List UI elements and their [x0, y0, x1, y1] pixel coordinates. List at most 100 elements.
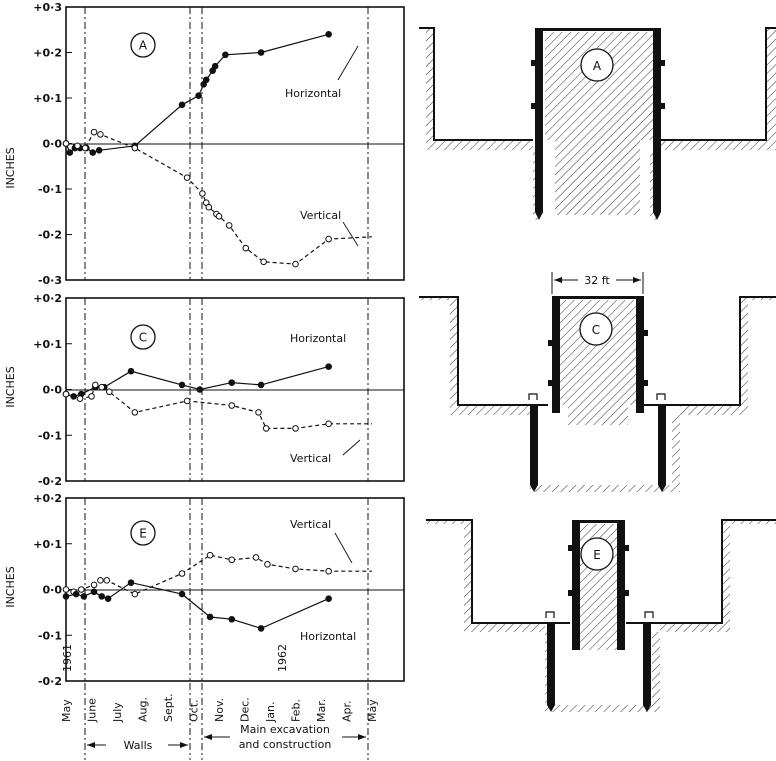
panel-e-horizontal-label: Horizontal [300, 630, 356, 643]
month-label: Nov. [213, 698, 226, 722]
month-label: Sept. [162, 693, 175, 722]
data-point [104, 595, 112, 602]
series-line-vertical [65, 131, 373, 265]
section-a-label: A [593, 59, 602, 73]
data-point [92, 381, 99, 389]
data-point [127, 367, 135, 375]
panel-e-vertical-label: Vertical [290, 518, 331, 531]
month-label: May [60, 699, 73, 722]
month-label: Jan. [264, 702, 277, 723]
data-point [292, 565, 299, 573]
data-point [178, 381, 186, 389]
ytick-label: -0·1 [38, 183, 62, 196]
data-point [196, 386, 204, 393]
data-point [90, 588, 98, 596]
series-line-horizontal [65, 366, 329, 398]
ytick-label: +0·2 [33, 492, 62, 505]
data-point [72, 590, 80, 598]
data-point [80, 593, 88, 600]
data-point [97, 577, 104, 584]
data-point [252, 554, 260, 561]
panel-c-dividers [84, 298, 369, 481]
panel-c-ylabel: INCHES [4, 366, 17, 407]
panel-a-series [62, 31, 373, 268]
panel-c-vertical-leader [342, 439, 361, 456]
data-point [183, 397, 191, 405]
panel-c: +0·2+0·10·0-0·1-0·2 INCHES C Horizontal … [4, 292, 405, 488]
ytick-label: +0·3 [33, 1, 62, 14]
data-point [131, 590, 139, 598]
phase-main-excavation: Main excavation and construction [201, 683, 369, 760]
panel-c-marker-label: C [139, 331, 147, 345]
month-label: Oct. [188, 699, 201, 722]
data-point [257, 381, 265, 389]
section-c-diagram: C 32 ft [419, 272, 776, 492]
panel-a-vertical-leader [342, 221, 359, 247]
panel-e-marker-label: E [139, 527, 147, 541]
ytick-label: 0·0 [43, 584, 63, 597]
panel-c-vertical-label: Vertical [290, 452, 331, 465]
phase-main-excavation-label: Main excavation and construction [239, 723, 332, 751]
month-label: Mar. [315, 699, 328, 722]
data-point [215, 213, 223, 220]
data-point [89, 149, 97, 156]
data-point [257, 49, 265, 56]
panel-a-dividers [84, 7, 369, 280]
ytick-label: -0·1 [38, 629, 62, 642]
data-point [131, 144, 139, 152]
data-point [225, 222, 233, 229]
section-e-label: E [593, 548, 601, 562]
data-point [292, 425, 299, 432]
year-label-1961: 1961 [61, 644, 74, 672]
panel-a-vertical-label: Vertical [300, 209, 341, 222]
panel-c-marker-circle [130, 324, 156, 350]
panel-a: +0·3 +0·2 +0·1 0·0 -0·1 -0·2 -0·3 INCHES A Hor… [4, 1, 405, 287]
ytick-label: -0·2 [38, 229, 62, 242]
series-line-vertical [65, 554, 372, 595]
data-point [211, 62, 219, 70]
data-point [98, 383, 105, 391]
data-point [257, 625, 265, 632]
data-point [228, 556, 236, 564]
data-point [90, 581, 98, 589]
data-point [262, 425, 270, 432]
panel-a-horizontal-leader [337, 45, 359, 81]
year-label-1962: 1962 [276, 644, 289, 672]
data-point [76, 395, 84, 402]
ytick-label: -0·1 [38, 429, 62, 442]
ytick-label: -0·3 [38, 274, 62, 287]
data-point [106, 388, 113, 396]
data-point [178, 590, 186, 598]
month-label: Aug. [137, 697, 150, 722]
section-e-diagram: E [426, 519, 776, 712]
data-point [228, 379, 236, 386]
data-point [78, 586, 85, 593]
data-point [127, 579, 135, 586]
data-point [206, 613, 214, 621]
data-point [242, 244, 250, 252]
ytick-label: 0·0 [43, 384, 63, 397]
ytick-label: +0·1 [33, 92, 62, 105]
data-point [62, 390, 70, 398]
panel-a-ylabel: INCHES [4, 147, 17, 188]
x-axis-month-labels: May June July Aug. Sept. Oct. Nov. Dec. Jan. Feb.… [60, 693, 379, 723]
data-point [90, 128, 98, 136]
data-point [228, 615, 236, 623]
panel-e: +0·2 +0·1 0·0 -0·1 -0·2 INCHES E Vertical Ho… [4, 492, 405, 688]
data-point [88, 393, 95, 400]
ytick-label: +0·1 [33, 338, 62, 351]
panel-e-ylabel: INCHES [4, 566, 17, 607]
section-c-label: C [592, 323, 600, 337]
panel-c-horizontal-label: Horizontal [290, 332, 346, 345]
data-point [62, 140, 70, 147]
ytick-label: 0·0 [43, 138, 63, 151]
panel-e-yticks: +0·2 +0·1 0·0 -0·1 -0·2 [33, 492, 72, 688]
data-point [98, 593, 105, 600]
section-a-diagram: A [419, 27, 776, 220]
month-label: June [86, 698, 99, 723]
panel-e-series [62, 551, 372, 632]
panel-a-marker-circle [130, 32, 156, 58]
data-point [195, 92, 202, 100]
data-point [325, 567, 332, 575]
